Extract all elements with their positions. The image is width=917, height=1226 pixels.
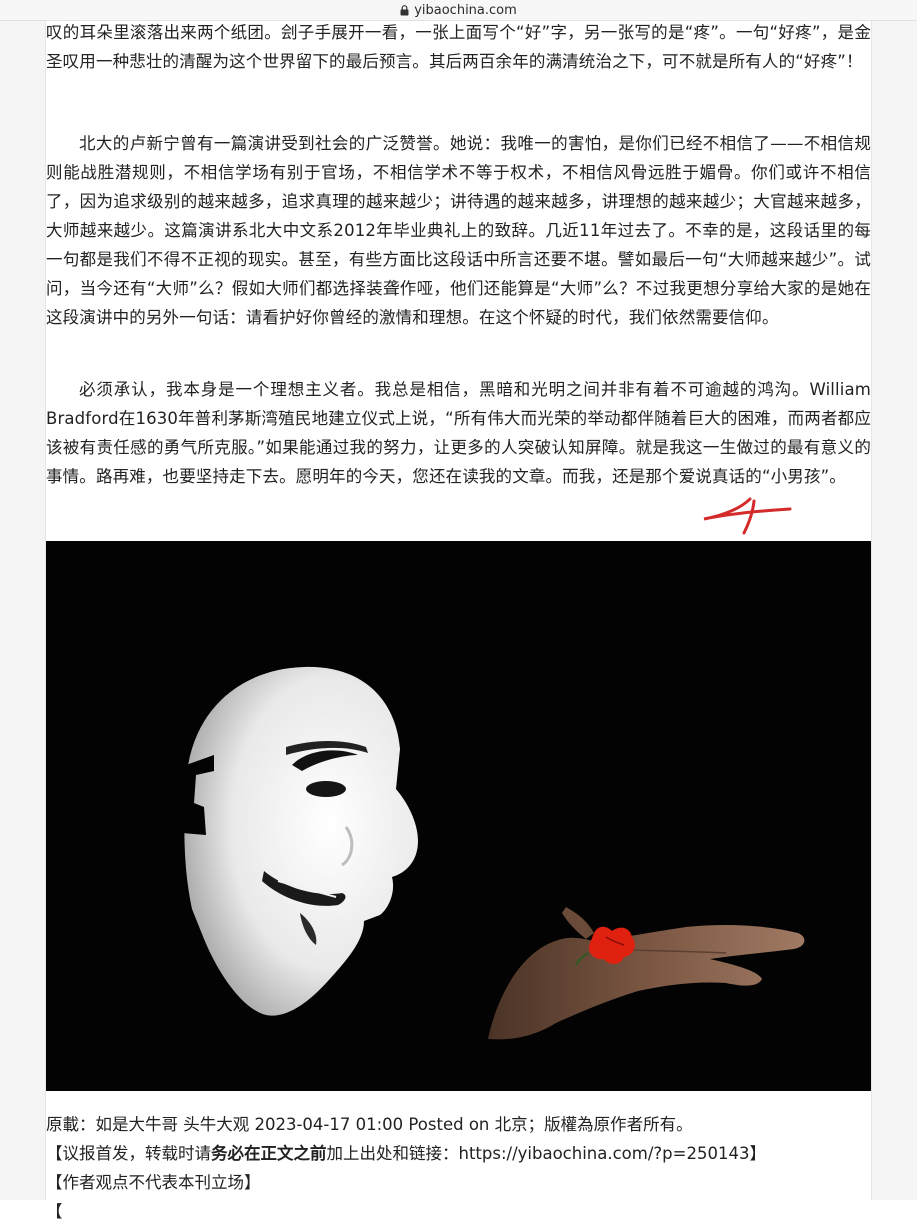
right-page-gutter xyxy=(871,0,917,1200)
article-photo xyxy=(46,541,871,1091)
article-paragraph: 叹的耳朵里滚落出来两个纸团。刽子手展开一看，一张上面写个“好”字，另一张写的是“… xyxy=(46,23,871,71)
article-paragraph: 必须承认，我本身是一个理想主义者。我总是相信，黑暗和光明之间并非有着不可逾越的鸿… xyxy=(46,380,871,486)
reprint-notice: 【议报首发，转载时请务必在正文之前加上出处和链接：https://yibaoch… xyxy=(46,1139,871,1168)
mask-and-flower-illustration xyxy=(46,541,871,1091)
notice-suffix: 】 xyxy=(749,1144,766,1163)
partial-footer-line: 【 xyxy=(46,1202,63,1221)
article-link[interactable]: https://yibaochina.com/?p=250143 xyxy=(458,1144,750,1163)
left-page-gutter xyxy=(0,0,46,1200)
notice-middle: 加上出处和链接： xyxy=(326,1144,459,1163)
disclaimer-line: 【作者观点不代表本刊立场】 xyxy=(46,1173,261,1192)
source-line: 原載：如是大牛哥 头牛大观 2023-04-17 01:00 Posted on… xyxy=(46,1115,693,1134)
lock-icon xyxy=(400,4,409,15)
handwritten-red-mark-icon xyxy=(703,497,792,535)
article-paragraph: 北大的卢新宁曾有一篇演讲受到社会的广泛赞誉。她说：我唯一的害怕，是你们已经不相信… xyxy=(46,134,871,327)
article-footer: 原載：如是大牛哥 头牛大观 2023-04-17 01:00 Posted on… xyxy=(46,1110,871,1226)
notice-prefix: 【议报首发，转载时请 xyxy=(46,1144,211,1163)
browser-address-bar[interactable]: yibaochina.com xyxy=(0,0,917,21)
red-flower xyxy=(575,926,635,966)
guy-fawkes-mask xyxy=(182,666,418,1016)
notice-bold: 务必在正文之前 xyxy=(211,1144,327,1163)
address-url[interactable]: yibaochina.com xyxy=(414,2,517,18)
